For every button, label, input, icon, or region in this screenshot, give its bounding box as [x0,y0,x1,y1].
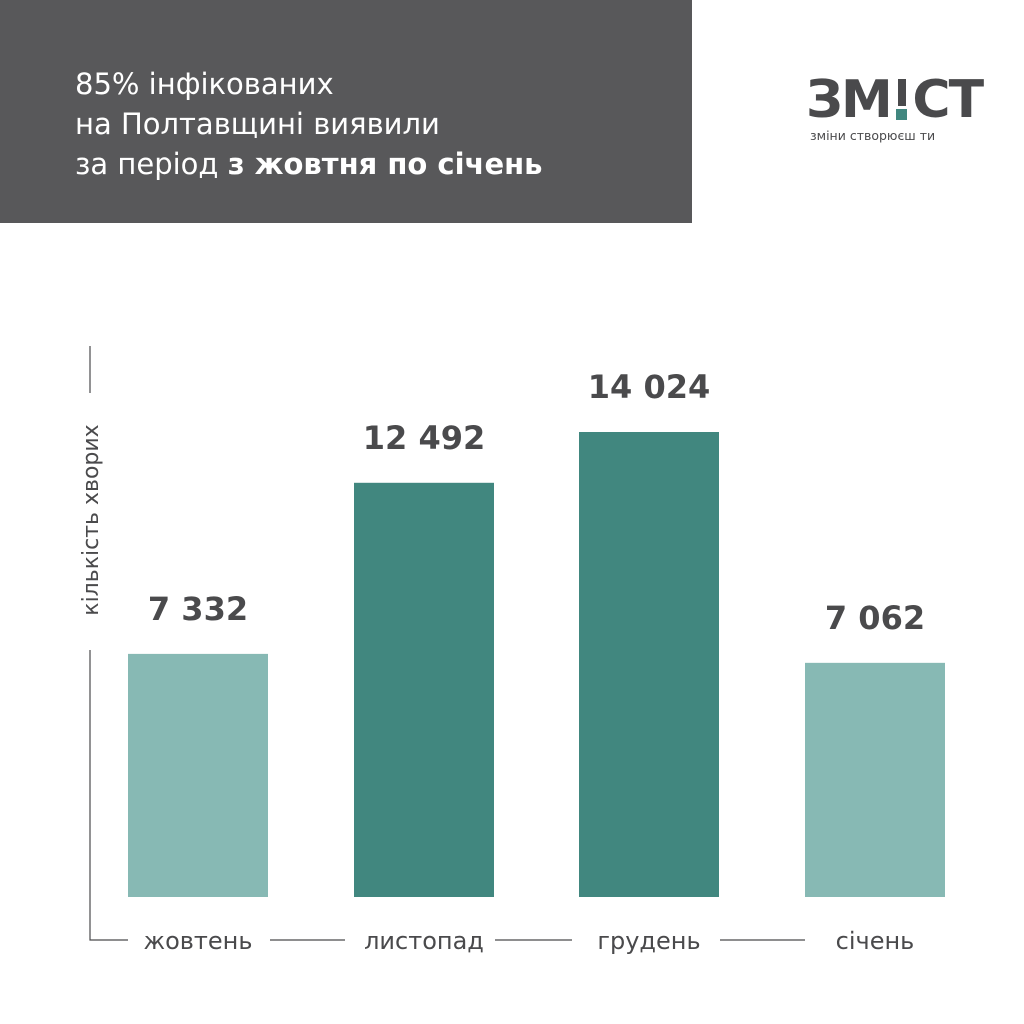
y-axis-line-bottom [89,650,128,941]
title-line-1: 85% інфікованих [75,67,334,101]
logo-tagline: зміни створюєш ти [810,128,936,143]
title-line-3-prefix: за період [75,147,228,181]
header-panel: 85% інфікованих на Полтавщині виявили за… [0,0,692,223]
value-label-3: 14 024 [588,368,710,406]
brand-logo: ЗМ!СТ зміни створюєш ти [806,70,984,150]
y-axis-title: кількість хворих [79,424,104,615]
logo-exclamation: ! [891,70,913,130]
logo-word-start: ЗМ [806,70,893,130]
title-line-2: на Полтавщині виявили [75,107,440,141]
logo-bang-stem [897,79,906,106]
category-label-1: жовтень [143,927,252,955]
bar-2 [354,482,494,897]
category-label-4: січень [836,927,915,955]
category-label-2: листопад [364,927,484,955]
logo-wordmark: ЗМ!СТ [806,70,984,130]
bar-1 [128,653,268,897]
logo-bang-dot [895,109,907,120]
value-label-4: 7 062 [825,599,925,637]
chart-labels: 7 332 жовтень 12 492 листопад 14 024 грудень 7… [79,368,925,955]
chart-bars [128,432,945,897]
bar-3 [579,432,719,897]
value-label-2: 12 492 [363,419,485,457]
title-line-3-bold: з жовтня по січень [227,147,543,181]
value-label-1: 7 332 [148,590,248,628]
bar-4 [805,662,945,897]
title-line-3: за період з жовтня по січень [75,144,542,184]
category-label-3: грудень [597,927,700,955]
logo-word-end: СТ [912,70,984,130]
page-title: 85% інфікованих на Полтавщині виявили за… [75,64,542,184]
chart-axes [89,346,805,941]
